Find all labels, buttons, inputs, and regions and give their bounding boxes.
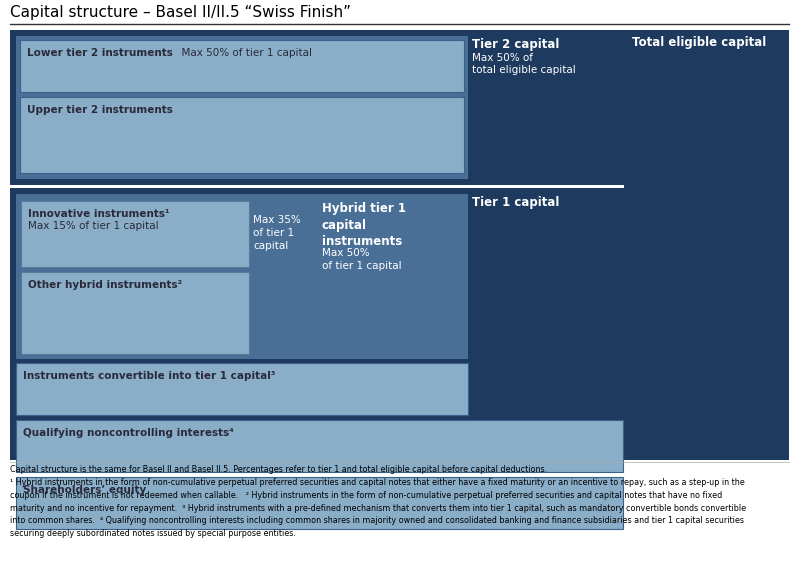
Bar bbox=[16, 477, 623, 529]
Text: Capital structure – Basel II/II.5 “Swiss Finish”: Capital structure – Basel II/II.5 “Swiss… bbox=[10, 5, 351, 20]
Bar bbox=[20, 40, 464, 92]
Text: Shareholders’ equity: Shareholders’ equity bbox=[23, 485, 146, 495]
Text: Capital structure is the same for Basel II and Basel II.5. Percentages refer to : Capital structure is the same for Basel … bbox=[10, 465, 746, 538]
Text: Max 50%
of tier 1 capital: Max 50% of tier 1 capital bbox=[322, 248, 402, 271]
Bar bbox=[16, 363, 468, 415]
Text: Tier 2 capital: Tier 2 capital bbox=[472, 38, 559, 51]
Text: Other hybrid instruments²: Other hybrid instruments² bbox=[28, 280, 182, 290]
Bar bbox=[10, 30, 624, 185]
Text: Max 15% of tier 1 capital: Max 15% of tier 1 capital bbox=[28, 221, 159, 231]
Text: Instruments convertible into tier 1 capital³: Instruments convertible into tier 1 capi… bbox=[23, 371, 276, 381]
Text: Qualifying noncontrolling interests⁴: Qualifying noncontrolling interests⁴ bbox=[23, 428, 234, 438]
Bar bbox=[16, 420, 623, 472]
Bar bbox=[10, 188, 624, 460]
Bar bbox=[21, 272, 249, 354]
Bar bbox=[21, 201, 249, 267]
Text: Innovative instruments¹: Innovative instruments¹ bbox=[28, 209, 169, 219]
Bar bbox=[16, 36, 468, 179]
Bar bbox=[20, 97, 464, 173]
Text: Max 35%
of tier 1
capital: Max 35% of tier 1 capital bbox=[253, 215, 300, 251]
Text: Max 50% of
total eligible capital: Max 50% of total eligible capital bbox=[472, 53, 576, 75]
Text: Max 50% of tier 1 capital: Max 50% of tier 1 capital bbox=[175, 48, 312, 58]
Text: Upper tier 2 instruments: Upper tier 2 instruments bbox=[27, 105, 173, 115]
Text: Tier 1 capital: Tier 1 capital bbox=[472, 196, 559, 209]
Text: Total eligible capital: Total eligible capital bbox=[632, 36, 766, 49]
Bar bbox=[16, 194, 468, 359]
Text: Lower tier 2 instruments: Lower tier 2 instruments bbox=[27, 48, 173, 58]
Bar bbox=[624, 30, 789, 460]
Text: Hybrid tier 1
capital
instruments: Hybrid tier 1 capital instruments bbox=[322, 202, 406, 248]
